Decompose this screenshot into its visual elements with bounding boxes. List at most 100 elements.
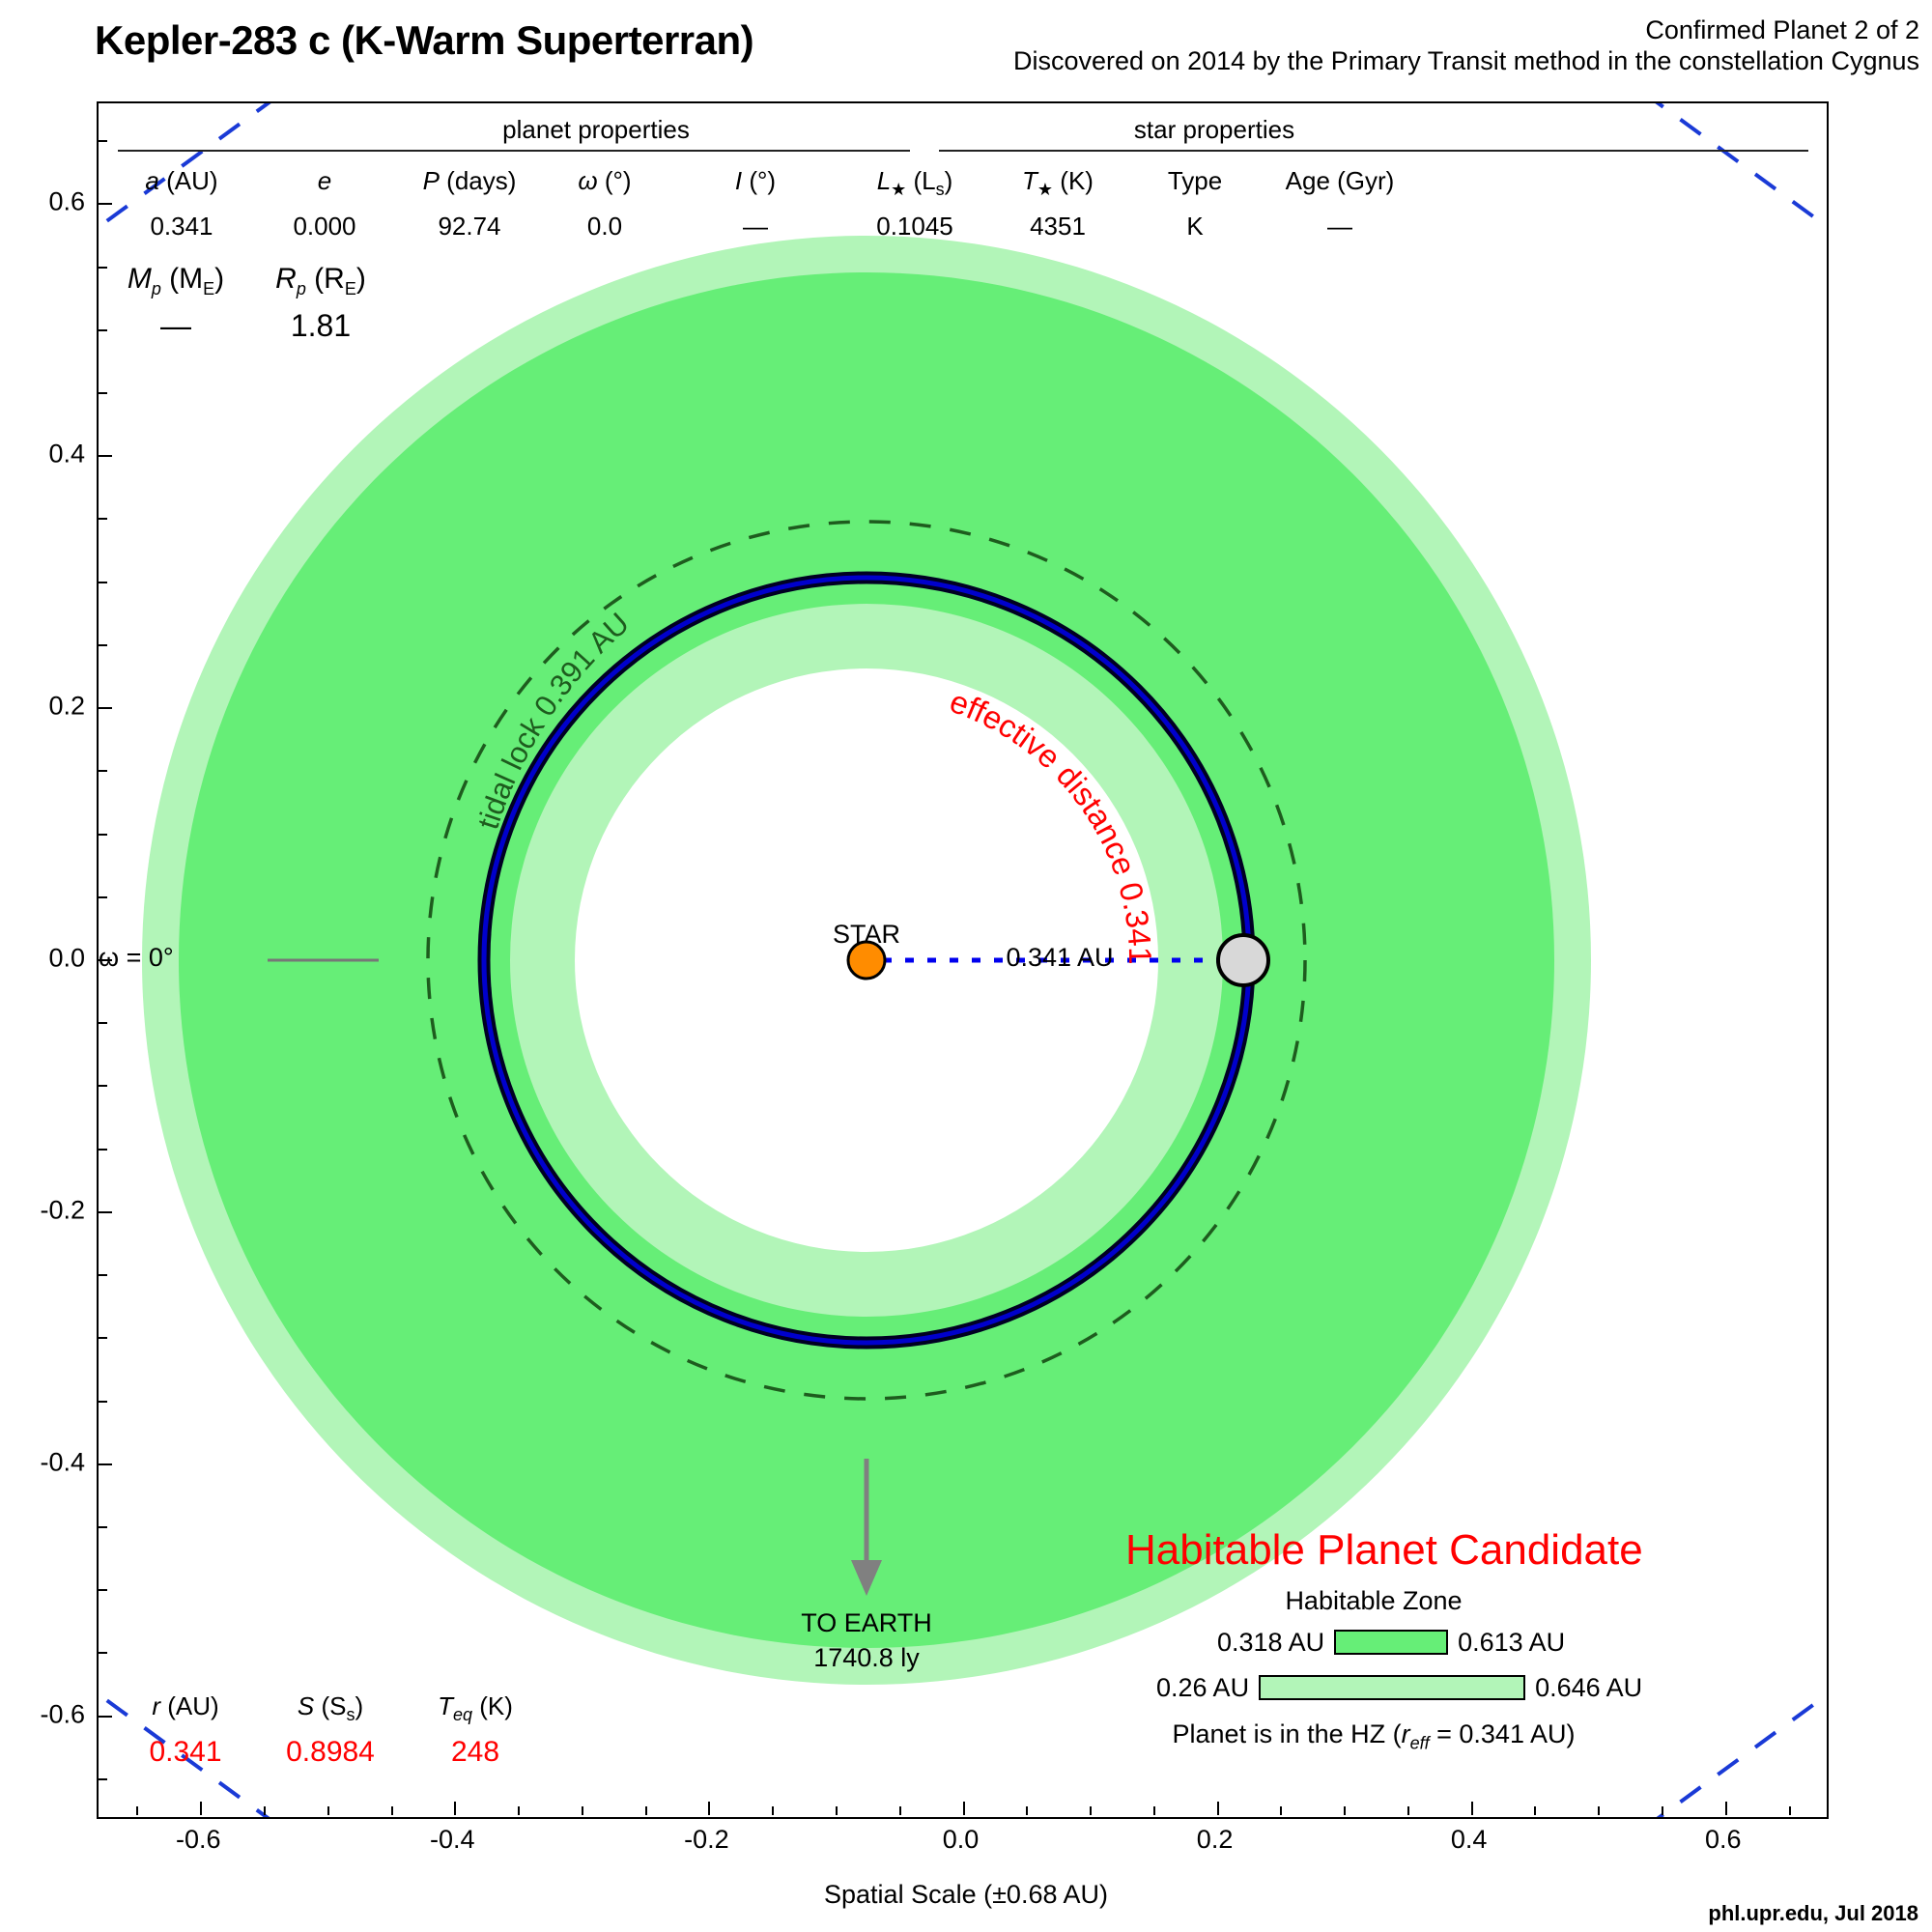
x-tick-mark xyxy=(962,1802,965,1815)
x-tick-mark-minor xyxy=(898,1806,901,1815)
value-orbital-radius: 0.341 xyxy=(149,1736,222,1768)
value-period: 92.74 xyxy=(438,212,501,241)
x-tick-mark-minor xyxy=(772,1806,775,1815)
x-tick-mark xyxy=(200,1802,203,1815)
y-tick-mark-minor xyxy=(99,643,107,646)
y-tick-label: -0.4 xyxy=(40,1447,85,1477)
y-tick-mark-minor xyxy=(99,1085,107,1088)
header-equilibrium-temp: Teq (K) xyxy=(438,1691,513,1725)
x-tick-mark-minor xyxy=(518,1806,521,1815)
x-tick-mark xyxy=(1216,1802,1219,1815)
y-tick-mark-minor xyxy=(99,1777,107,1780)
x-tick-mark-minor xyxy=(1090,1806,1093,1815)
y-tick-label: 0.0 xyxy=(48,943,85,973)
x-tick-mark-minor xyxy=(1026,1806,1029,1815)
x-tick-mark xyxy=(1470,1802,1473,1815)
y-tick-mark xyxy=(99,455,112,458)
value-eccentricity: 0.000 xyxy=(293,212,356,241)
confirmed-planet-count: Confirmed Planet 2 of 2 xyxy=(1645,15,1919,44)
star-properties-title: star properties xyxy=(1133,115,1295,144)
value-stellar-flux: 0.8984 xyxy=(286,1736,375,1768)
x-tick-mark-minor xyxy=(136,1806,139,1815)
y-tick-label: 0.2 xyxy=(48,691,85,721)
corner-dashed-lines xyxy=(99,103,1827,1817)
source-footer: phl.upr.edu, Jul 2018 xyxy=(1708,1901,1918,1925)
value-temperature: 4351 xyxy=(1030,212,1086,241)
star-marker xyxy=(846,940,887,980)
y-tick-mark xyxy=(99,707,112,710)
header-period: P (days) xyxy=(422,166,517,195)
hz-optimistic-inner-label: 0.26 AU xyxy=(1156,1673,1250,1702)
y-tick-mark-minor xyxy=(99,770,107,773)
header-orbital-radius: r (AU) xyxy=(152,1691,219,1720)
habitable-zone-legend-title: Habitable Zone xyxy=(1285,1586,1463,1615)
y-tick-mark-minor xyxy=(99,1022,107,1025)
x-tick-mark-minor xyxy=(1280,1806,1283,1815)
y-tick-mark-minor xyxy=(99,518,107,521)
x-tick-mark-minor xyxy=(264,1806,266,1815)
y-tick-mark-minor xyxy=(99,1148,107,1151)
value-luminosity: 0.1045 xyxy=(876,212,953,241)
y-tick-mark xyxy=(99,1210,112,1213)
omega-label: ω = 0° xyxy=(99,943,174,972)
value-equilibrium-temp: 248 xyxy=(450,1736,500,1768)
y-tick-mark-minor xyxy=(99,1337,107,1340)
value-omega: 0.0 xyxy=(586,212,623,241)
habitable-planet-candidate: Habitable Planet Candidate xyxy=(1125,1526,1643,1574)
value-star-type: K xyxy=(1186,212,1204,241)
orbit-graphics: effective distance 0.341 AU tidal lock 0… xyxy=(99,103,1827,1817)
x-tick-mark-minor xyxy=(1598,1806,1601,1815)
hz-conservative-swatch xyxy=(1334,1629,1449,1655)
y-tick-label: -0.6 xyxy=(40,1699,85,1729)
x-tick-mark-minor xyxy=(327,1806,329,1815)
y-tick-mark xyxy=(99,1463,112,1465)
value-semimajor-axis: 0.341 xyxy=(150,212,213,241)
value-planet-radius: 1.81 xyxy=(290,308,352,343)
star-properties-rule xyxy=(939,150,1808,152)
y-tick-mark-minor xyxy=(99,1274,107,1277)
star-label: STAR xyxy=(832,920,900,949)
orbit-plot-area: effective distance 0.341 AU tidal lock 0… xyxy=(97,101,1829,1819)
hz-optimistic-row: 0.26 AU 0.646 AU xyxy=(1156,1673,1642,1703)
y-tick-mark-minor xyxy=(99,266,107,269)
planet-marker xyxy=(1216,933,1270,987)
y-tick-mark-minor xyxy=(99,581,107,583)
y-tick-label: -0.2 xyxy=(40,1195,85,1225)
hz-note-prefix: Planet is in the HZ ( xyxy=(1172,1719,1402,1748)
y-tick-mark xyxy=(99,1715,112,1718)
y-tick-mark-minor xyxy=(99,895,107,898)
header-temperature: T★ (K) xyxy=(1022,166,1094,200)
x-tick-label: 0.6 xyxy=(1704,1825,1742,1854)
header-luminosity: L★ (Ls) xyxy=(876,166,953,200)
to-earth-label: TO EARTH 1740.8 ly xyxy=(673,1606,1060,1675)
header-planet-mass: Mp (ME) xyxy=(127,263,225,298)
y-tick-mark xyxy=(99,203,112,206)
x-tick-mark-minor xyxy=(390,1806,393,1815)
star-planet-distance-label: 0.341 AU xyxy=(1006,943,1114,972)
x-tick-mark-minor xyxy=(581,1806,583,1815)
y-tick-mark-minor xyxy=(99,1652,107,1655)
x-tick-mark-minor xyxy=(1406,1806,1409,1815)
y-tick-mark-minor xyxy=(99,392,107,394)
hz-conservative-row: 0.318 AU 0.613 AU xyxy=(1217,1628,1565,1658)
x-tick-mark xyxy=(1724,1802,1727,1815)
hz-status-note: Planet is in the HZ (reff = 0.341 AU) xyxy=(1084,1719,1663,1753)
y-tick-mark-minor xyxy=(99,1589,107,1592)
tidal-lock-circle xyxy=(426,520,1307,1401)
x-tick-label: -0.2 xyxy=(684,1825,729,1854)
header-eccentricity: e xyxy=(317,166,332,195)
x-tick-mark-minor xyxy=(1788,1806,1791,1815)
y-tick-mark-minor xyxy=(99,328,107,331)
x-tick-label: 0.4 xyxy=(1450,1825,1488,1854)
header-star-age: Age (Gyr) xyxy=(1285,166,1395,195)
hz-conservative-inner-label: 0.318 AU xyxy=(1217,1628,1325,1657)
y-tick-label: 0.6 xyxy=(48,186,85,216)
header-omega: ω (°) xyxy=(578,166,632,195)
discovery-info: Discovered on 2014 by the Primary Transi… xyxy=(1013,46,1919,75)
x-tick-mark-minor xyxy=(1661,1806,1663,1815)
x-tick-mark-minor xyxy=(1344,1806,1347,1815)
header-stellar-flux: S (Ss) xyxy=(297,1691,364,1725)
hz-note-suffix: = 0.341 AU) xyxy=(1429,1719,1576,1748)
x-tick-mark-minor xyxy=(835,1806,838,1815)
